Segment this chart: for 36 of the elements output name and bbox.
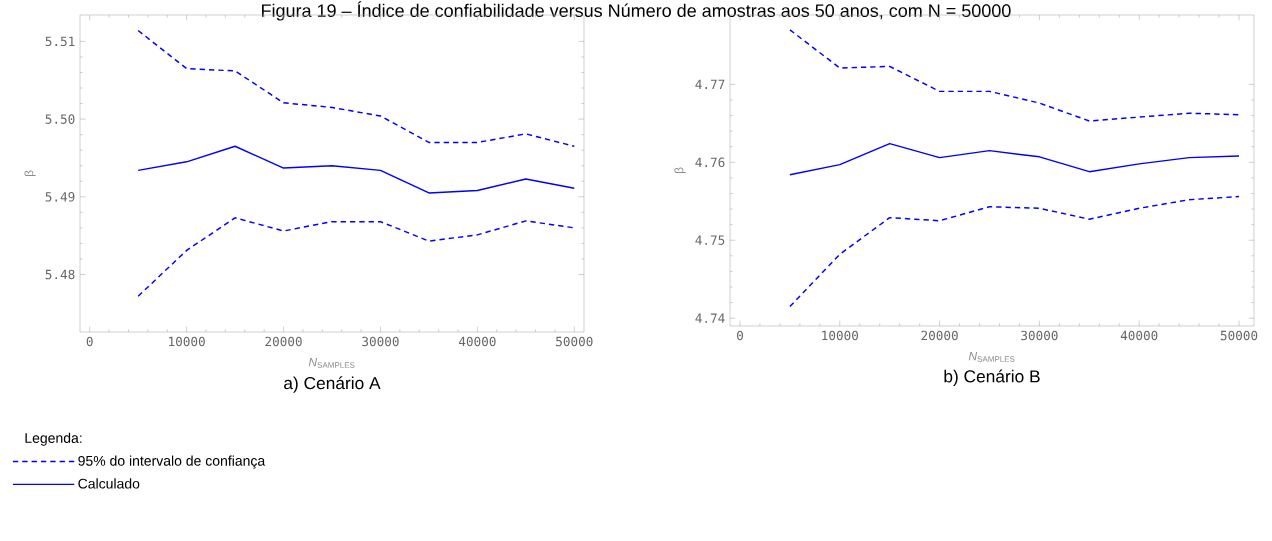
x-tick-label: 10000: [169, 336, 205, 347]
y-tick-label: 5.50: [45, 114, 75, 124]
text: b) Cenário B: [944, 369, 1040, 386]
y-axis-title: β: [24, 170, 36, 177]
x-tick-label: 30000: [362, 336, 399, 347]
legend-label: 95% do intervalo de confiança: [78, 455, 266, 469]
line-series: [789, 142, 1240, 176]
y-tick-label: 4.76: [695, 157, 725, 168]
x-tick-label: 50000: [556, 336, 593, 347]
y-tick-label: 4.74: [695, 313, 725, 323]
x-tick-label: 40000: [1120, 330, 1158, 341]
y-tick-label: 4.77: [695, 79, 725, 89]
line-series: [789, 29, 1240, 122]
x-axis-title: N$_{SAMPLES}$: [308, 358, 355, 368]
text: Figura 19 – Índice de confiabilidade versus Número de amostras aos 50 anos, com N = 50000: [262, 1, 1011, 21]
y-tick-label: 5.49: [45, 192, 75, 202]
x-tick-label: 10000: [822, 330, 859, 341]
line-series: [789, 195, 1240, 308]
legend-label: Calculado: [78, 478, 140, 489]
y-axis-title: β: [674, 167, 686, 174]
y-tick-label: 4.75: [695, 235, 725, 245]
y-tick-label: 5.48: [45, 269, 75, 280]
y-tick-label: 5.51: [45, 36, 75, 47]
line-series: [137, 29, 576, 148]
x-tick-label: 0: [736, 330, 743, 341]
x-tick-label: 0: [86, 336, 93, 347]
legend-title: Legenda:: [25, 432, 82, 446]
x-tick-label: 50000: [1220, 330, 1258, 341]
x-tick-label: 20000: [265, 336, 302, 347]
x-tick-label: 20000: [921, 330, 958, 341]
x-tick-label: 30000: [1021, 330, 1058, 341]
x-axis-title: N$_{SAMPLES}$: [968, 352, 1015, 362]
line-series: [137, 145, 576, 194]
line-series: [137, 217, 576, 297]
text: a) Cenário A: [284, 376, 381, 393]
x-tick-label: 40000: [458, 336, 496, 347]
